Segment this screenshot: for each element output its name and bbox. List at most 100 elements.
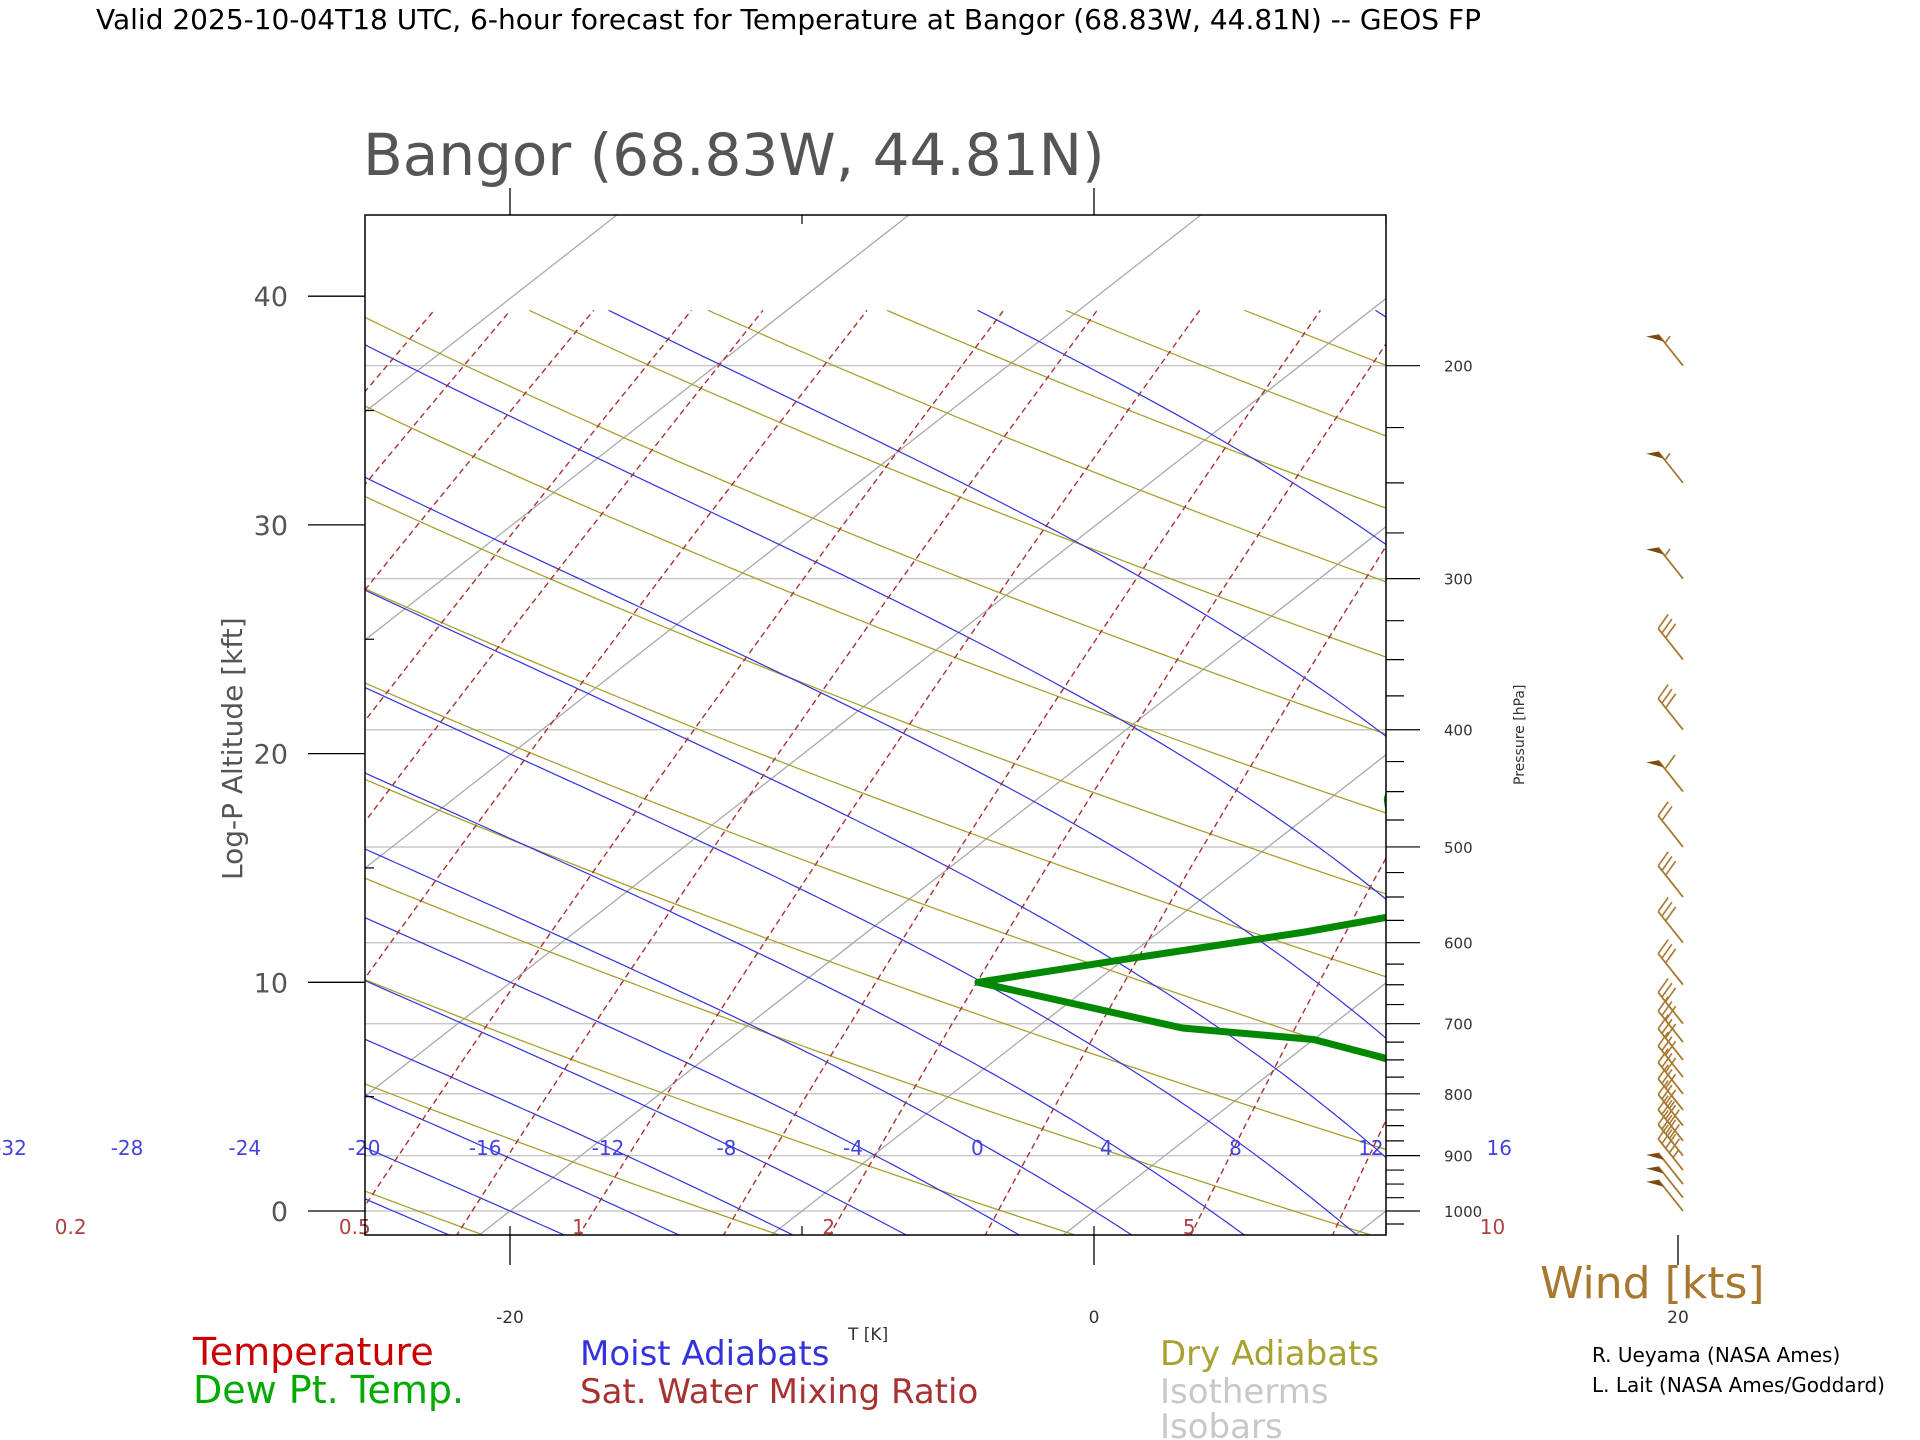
mixing-ratio-line (0, 310, 98, 1236)
moist-adiabat-label: 8 (1229, 1136, 1242, 1160)
isotherm-line (1354, 1210, 1386, 1235)
isotherm-line (365, 297, 1386, 1097)
y-tick-label: 40 (254, 282, 288, 313)
inline-labels: -48-44-40-36-32-28-24-20-16-12-8-4048121… (0, 1136, 1512, 1239)
x-tick-label: 20 (1667, 1308, 1689, 1328)
wind-barb (1657, 1064, 1684, 1111)
wind-barb (1657, 613, 1684, 661)
mixing-ratio-line (455, 309, 1098, 1235)
mixing-ratio-line (1807, 310, 1920, 1236)
legend-isobars: Isobars (1160, 1407, 1283, 1440)
moist-adiabat-label: -32 (0, 1136, 27, 1160)
wind-barb (1657, 684, 1684, 731)
moist-adiabat-label: 4 (1100, 1136, 1113, 1160)
dry-adiabat-line (365, 316, 1386, 735)
mixing-ratio-line (365, 309, 693, 722)
moist-adiabat-line (608, 309, 1386, 738)
dry-adiabat-line (365, 682, 1386, 1063)
moist-adiabat-line (365, 848, 1133, 1235)
mixing-ratio-line (1331, 1118, 1386, 1235)
wind-barb (1657, 1109, 1684, 1157)
wind-barb (1657, 851, 1684, 898)
pressure-tick-label: 500 (1444, 839, 1473, 857)
dry-adiabat-line (365, 1083, 782, 1235)
isotherm-line (1062, 982, 1386, 1235)
moist-adiabat-line (365, 1146, 566, 1235)
mixing-ratio-line (1190, 856, 1386, 1235)
legend-isotherms: Isotherms (1160, 1372, 1329, 1412)
wind-barb (1646, 333, 1684, 367)
wind-barbs (1646, 333, 1684, 1212)
isotherm-line (0, 215, 33, 1235)
x-tick-label: 0 (1089, 1308, 1100, 1328)
pressure-tick-label: 900 (1444, 1148, 1473, 1166)
moist-adiabat-label: 0 (971, 1136, 984, 1160)
moist-adiabat-line (0, 310, 104, 1236)
wind-barb (1657, 897, 1684, 944)
y2-axis-label: Pressure [hPa] (1512, 685, 1528, 785)
dry-adiabat-line (1423, 310, 1920, 1236)
mixing-ratio-line (0, 310, 323, 1236)
moist-adiabat-label: -4 (843, 1136, 863, 1160)
wind-barb (1646, 546, 1684, 580)
wind-barb (1657, 1031, 1684, 1078)
moist-adiabat-label: 12 (1358, 1136, 1383, 1160)
mixing-ratio-line (578, 309, 1201, 1235)
mixing-ratio-line (365, 309, 868, 980)
y-axis-label: Log-P Altitude [kft] (216, 617, 249, 880)
wind-barb (1657, 1095, 1684, 1142)
pressure-tick-label: 700 (1444, 1016, 1473, 1034)
credit-line-1: R. Ueyama (NASA Ames) (1592, 1343, 1840, 1367)
moist-adiabat-line (365, 1038, 795, 1235)
moist-adiabat-label: -16 (469, 1136, 502, 1160)
moist-adiabat-label: 16 (1487, 1136, 1512, 1160)
mixing-ratio-line (0, 310, 237, 1236)
moist-adiabat-line (0, 310, 221, 1236)
wind-label: Wind [kts] (1540, 1258, 1765, 1309)
mixing-ratio-line (722, 309, 1321, 1235)
dry-adiabat-line (365, 877, 1374, 1235)
mixing-ratio-label: 10 (1480, 1215, 1505, 1239)
legend-temperature: Temperature (192, 1330, 434, 1374)
moist-adiabat-line (365, 686, 1358, 1235)
wind-barb (1657, 939, 1684, 986)
wind-barb (1646, 1179, 1684, 1212)
moist-adiabat-line (365, 476, 1386, 1040)
isotherm-line (1647, 215, 1920, 1235)
legend-dewpoint: Dew Pt. Temp. (193, 1368, 464, 1412)
mixing-ratio-line (1672, 310, 1920, 1236)
dry-adiabat-line (1781, 310, 1920, 1236)
mixing-ratio-line (829, 342, 1386, 1235)
legend-moist: Moist Adiabats (580, 1334, 829, 1374)
x-axis-label: T [K] (847, 1325, 888, 1345)
background-lines (0, 215, 1920, 1236)
isotherm-line (478, 525, 1386, 1235)
wind-barb (1657, 1079, 1684, 1127)
dry-adiabat-line (528, 309, 1386, 658)
pressure-tick-label: 600 (1444, 935, 1473, 953)
pressure-tick-label: 400 (1444, 722, 1473, 740)
moist-adiabat-label: -12 (592, 1136, 625, 1160)
mixing-ratio-line (1488, 310, 1920, 1236)
dry-adiabat-line (365, 588, 1386, 978)
legend-mixing: Sat. Water Mixing Ratio (580, 1372, 978, 1412)
legend: Temperature Dew Pt. Temp. Moist Adiabats… (192, 1330, 1379, 1440)
legend-dry: Dry Adiabats (1160, 1334, 1379, 1374)
isotherm-line (770, 753, 1386, 1235)
wind-barb (1646, 451, 1684, 484)
mixing-ratio-line (365, 309, 1005, 1207)
credit-line-2: L. Lait (NASA Ames/Goddard) (1592, 1373, 1885, 1397)
mixing-ratio-label: 0.2 (55, 1215, 87, 1239)
dry-adiabat-line (365, 405, 1386, 814)
moist-adiabat-line (0, 310, 337, 1236)
moist-adiabat-label: -28 (111, 1136, 144, 1160)
chart-title: Bangor (68.83W, 44.81N) (363, 121, 1105, 189)
moist-adiabat-line (365, 917, 1021, 1235)
dry-adiabat-line (365, 978, 1078, 1235)
moist-adiabat-line (365, 344, 1386, 901)
y-tick-label: 30 (254, 511, 288, 542)
moist-adiabat-line (365, 589, 1386, 1159)
isotherm-line (0, 215, 325, 1235)
y-tick-label: 0 (271, 1197, 288, 1228)
